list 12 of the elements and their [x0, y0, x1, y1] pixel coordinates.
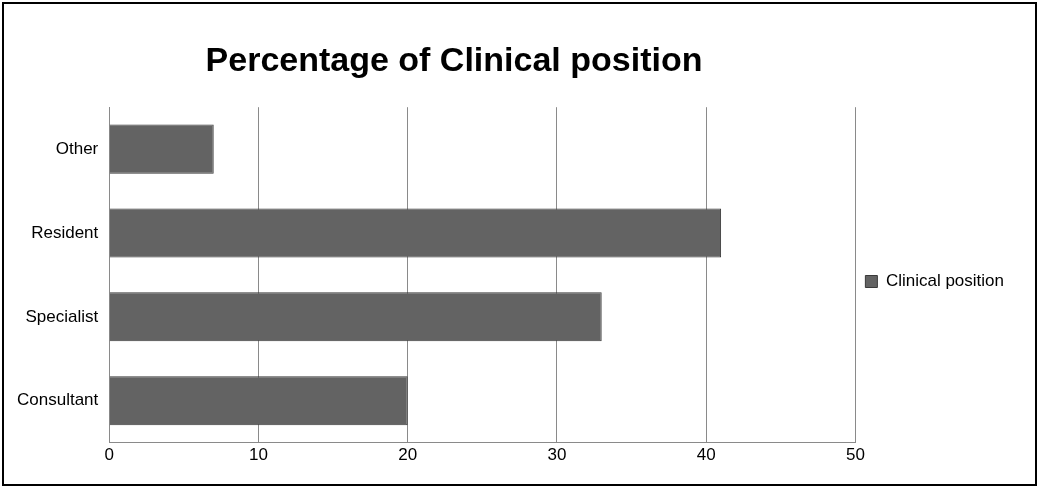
x-tick-label: 20	[398, 445, 418, 465]
y-tick-label: Other	[55, 138, 99, 158]
y-tick-label: Consultant	[16, 390, 99, 410]
x-tick-label: 50	[845, 445, 865, 465]
x-tick-label: 40	[696, 445, 716, 465]
chart-title: Percentage of Clinical position	[204, 40, 704, 79]
y-tick-label: Resident	[31, 222, 99, 242]
legend-label: Clinical position	[885, 271, 1005, 291]
y-tick-label: Specialist	[25, 306, 99, 326]
x-tick-label: 10	[249, 445, 268, 465]
x-tick-label: 0	[104, 445, 115, 465]
x-tick-label: 30	[547, 445, 567, 465]
